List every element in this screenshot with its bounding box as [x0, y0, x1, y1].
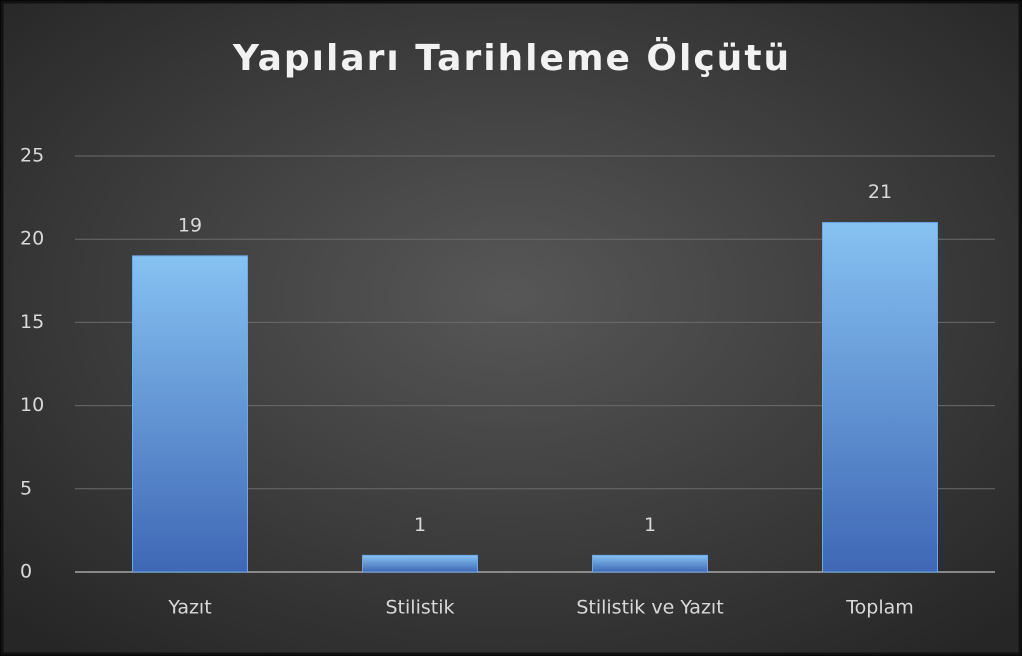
- data-label: 19: [178, 214, 202, 236]
- y-tick-label: 0: [20, 561, 32, 583]
- bar: [822, 222, 938, 573]
- chart-title: Yapıları Tarihleme Ölçütü: [232, 37, 791, 79]
- data-label: 1: [414, 514, 426, 536]
- y-tick-label: 5: [20, 477, 32, 499]
- data-label: 1: [644, 514, 656, 536]
- y-tick-label: 25: [20, 145, 44, 167]
- bar: [362, 554, 478, 573]
- data-label: 21: [868, 181, 892, 203]
- x-tick-label: Toplam: [845, 597, 914, 619]
- y-tick-label: 10: [20, 394, 44, 416]
- y-tick-label: 15: [20, 311, 44, 333]
- y-tick-label: 20: [20, 228, 44, 250]
- x-tick-label: Stilistik: [386, 597, 455, 619]
- x-tick-label: Yazıt: [167, 597, 211, 619]
- bar: [132, 255, 248, 573]
- x-tick-label: Stilistik ve Yazıt: [576, 597, 723, 619]
- bar: [592, 554, 708, 573]
